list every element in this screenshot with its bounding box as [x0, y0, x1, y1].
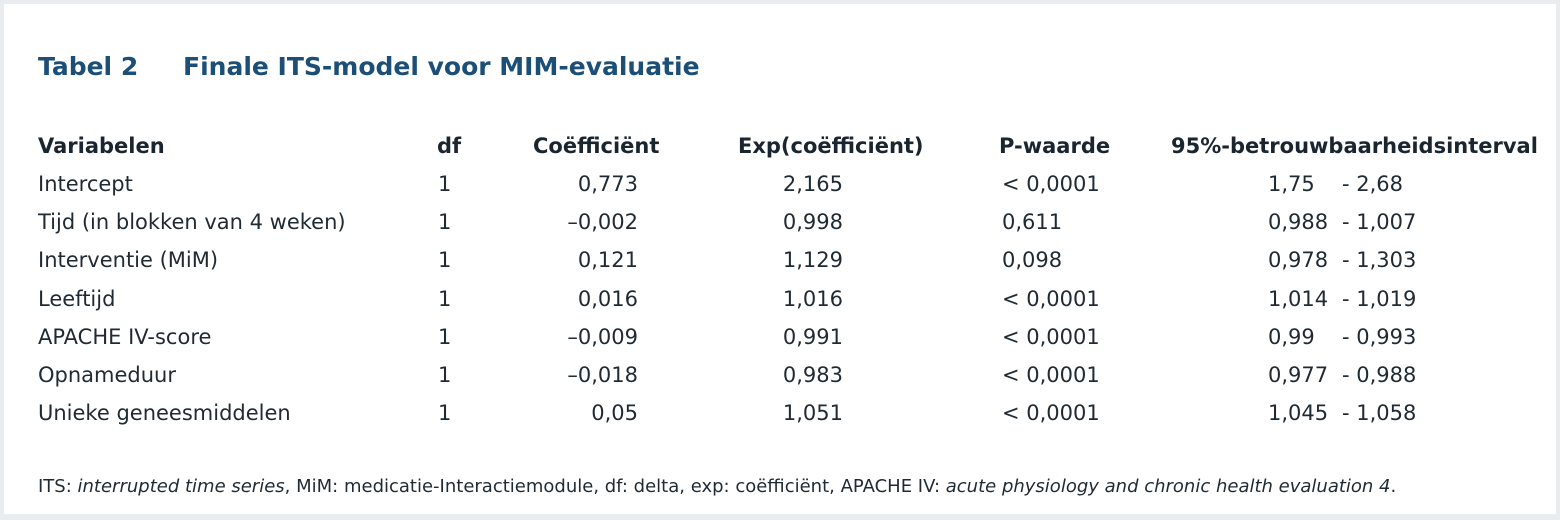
header-exp-coefficient: Exp(coëfficiënt) [738, 134, 924, 158]
cell-coefficient: –0,009 [567, 325, 638, 349]
header-coefficient: Coëfficiënt [533, 134, 660, 158]
cell-variable: Unieke geneesmiddelen [38, 401, 291, 425]
cell-ci-high: - 1,058 [1342, 401, 1417, 425]
cell-ci-low: 0,988 [1268, 210, 1329, 234]
header-variable: Variabelen [38, 134, 165, 158]
cell-coefficient: 0,016 [577, 287, 638, 311]
cell-exp-coefficient: 0,991 [782, 325, 843, 349]
footnote-text-1: ITS: [38, 476, 78, 497]
cell-p-value: < 0,0001 [1002, 363, 1100, 387]
table-label: Tabel 2 [38, 52, 139, 81]
table-caption: Finale ITS-model voor MIM-evaluatie [183, 52, 700, 81]
cell-df: 1 [438, 325, 452, 349]
cell-variable: Interventie (MiM) [38, 248, 219, 272]
cell-p-value: < 0,0001 [1002, 287, 1100, 311]
footnote-text-4: acute physiology and chronic health eval… [945, 476, 1391, 497]
cell-df: 1 [438, 248, 452, 272]
cell-exp-coefficient: 1,051 [782, 401, 843, 425]
cell-variable: Tijd (in blokken van 4 weken) [38, 210, 346, 234]
cell-ci-low: 1,045 [1268, 401, 1329, 425]
cell-ci-high: - 0,988 [1342, 363, 1417, 387]
cell-ci-high: - 1,007 [1342, 210, 1417, 234]
cell-coefficient: 0,05 [591, 401, 638, 425]
cell-p-value: 0,098 [1002, 248, 1063, 272]
footnote-text-5: . [1390, 476, 1397, 497]
cell-ci-low: 1,014 [1268, 287, 1329, 311]
header-p-value: P-waarde [999, 134, 1111, 158]
header-confidence-interval: 95%-betrouwbaarheidsinterval [1171, 134, 1538, 158]
cell-ci-low: 0,977 [1268, 363, 1329, 387]
cell-exp-coefficient: 1,129 [782, 248, 843, 272]
cell-df: 1 [438, 287, 452, 311]
cell-coefficient: –0,018 [567, 363, 638, 387]
cell-ci-high: - 2,68 [1342, 172, 1404, 196]
cell-coefficient: 0,773 [577, 172, 638, 196]
footnote-text-2: interrupted time series [77, 476, 285, 497]
cell-variable: APACHE IV-score [38, 325, 212, 349]
cell-exp-coefficient: 1,016 [782, 287, 843, 311]
cell-p-value: < 0,0001 [1002, 172, 1100, 196]
cell-coefficient: 0,121 [577, 248, 638, 272]
cell-df: 1 [438, 363, 452, 387]
cell-variable: Opnameduur [38, 363, 176, 387]
header-df: df [437, 134, 462, 158]
cell-ci-low: 1,75 [1268, 172, 1315, 196]
cell-ci-high: - 1,303 [1342, 248, 1417, 272]
cell-ci-high: - 0,993 [1342, 325, 1417, 349]
cell-coefficient: –0,002 [567, 210, 638, 234]
table-footnote: ITS: interrupted time series, MiM: medic… [38, 476, 1396, 497]
cell-exp-coefficient: 0,998 [782, 210, 843, 234]
cell-exp-coefficient: 0,983 [782, 363, 843, 387]
footnote-text-3: , MiM: medicatie-Interactiemodule, df: d… [284, 476, 946, 497]
cell-ci-high: - 1,019 [1342, 287, 1417, 311]
cell-ci-low: 0,978 [1268, 248, 1329, 272]
cell-exp-coefficient: 2,165 [782, 172, 843, 196]
cell-p-value: 0,611 [1002, 210, 1063, 234]
cell-variable: Leeftijd [38, 287, 116, 311]
table-panel [4, 4, 1556, 514]
table-title: Tabel 2 Finale ITS-model voor MIM-evaluat… [38, 52, 700, 81]
cell-variable: Intercept [38, 172, 133, 196]
cell-df: 1 [438, 210, 452, 234]
cell-df: 1 [438, 172, 452, 196]
cell-p-value: < 0,0001 [1002, 325, 1100, 349]
cell-df: 1 [438, 401, 452, 425]
cell-ci-low: 0,99 [1268, 325, 1315, 349]
cell-p-value: < 0,0001 [1002, 401, 1100, 425]
